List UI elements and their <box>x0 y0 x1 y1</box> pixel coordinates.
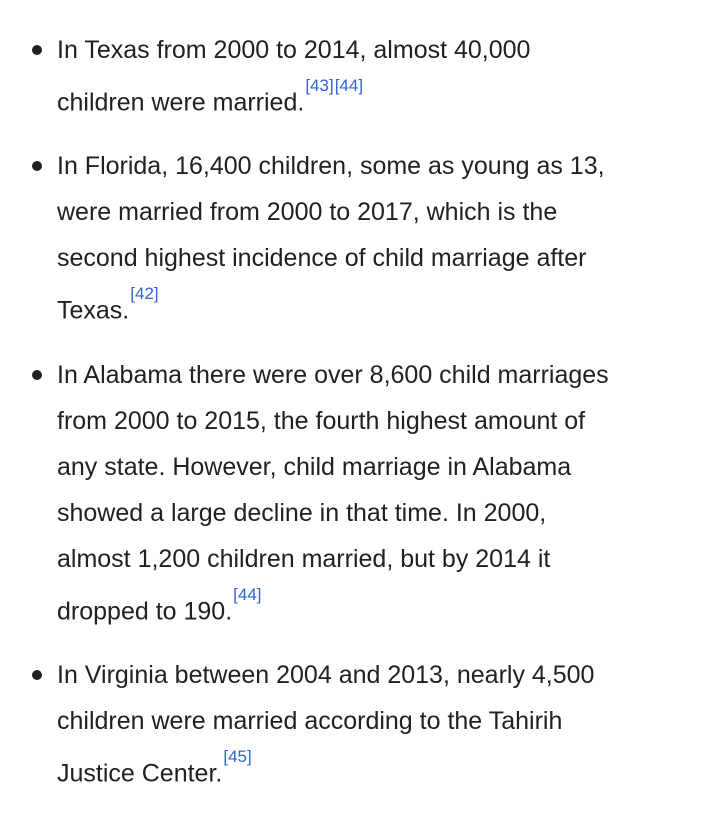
list-item: In Alabama there were over 8,600 child m… <box>0 352 720 634</box>
reference-link[interactable]: [44] <box>233 584 262 604</box>
text-line: Texas. <box>57 296 130 325</box>
bullet <box>32 669 42 680</box>
text-line-wrap: children were married.[43][44] <box>57 73 720 125</box>
text-line: any state. However, child marriage in Al… <box>57 452 572 481</box>
reference-link[interactable]: [42] <box>130 284 159 304</box>
text-line: children were married. <box>57 88 305 117</box>
reference-link[interactable]: [43] <box>305 76 334 95</box>
text-line: were married from 2000 to 2017, which is… <box>57 198 558 227</box>
reference-link[interactable]: [45] <box>223 746 252 766</box>
list-item: In Florida, 16,400 children, some as you… <box>0 143 720 333</box>
text-line: showed a large decline in that time. In … <box>57 498 547 527</box>
page: In Texas from 2000 to 2014, almost 40,00… <box>32 36 609 788</box>
bullet <box>32 369 42 380</box>
text-line: In Alabama there were over 8,600 child m… <box>57 360 609 389</box>
text-line-wrap: Texas.[42] <box>57 281 720 333</box>
text-line: Justice Center. <box>57 759 223 788</box>
text-line: children were married according to the T… <box>57 706 563 735</box>
text-line: from 2000 to 2015, the fourth highest am… <box>57 406 586 435</box>
text-line: In Florida, 16,400 children, some as you… <box>57 152 605 181</box>
list-item: In Virginia between 2004 and 2013, nearl… <box>0 652 720 796</box>
text-line-wrap: Justice Center.[45] <box>57 744 720 796</box>
text-line: almost 1,200 children married, but by 20… <box>57 544 551 573</box>
text-line: dropped to 190. <box>57 596 233 625</box>
text-line: In Texas from 2000 to 2014, almost 40,00… <box>57 36 531 64</box>
bullet <box>32 161 42 172</box>
bullet-list: In Texas from 2000 to 2014, almost 40,00… <box>0 27 720 814</box>
text-line: second highest incidence of child marria… <box>57 244 587 273</box>
text-line: In Virginia between 2004 and 2013, nearl… <box>57 660 595 689</box>
text-line-wrap: dropped to 190.[44] <box>57 582 720 634</box>
bullet <box>32 45 42 55</box>
reference-link[interactable]: [44] <box>334 76 364 95</box>
list-item: In Texas from 2000 to 2014, almost 40,00… <box>0 27 720 125</box>
